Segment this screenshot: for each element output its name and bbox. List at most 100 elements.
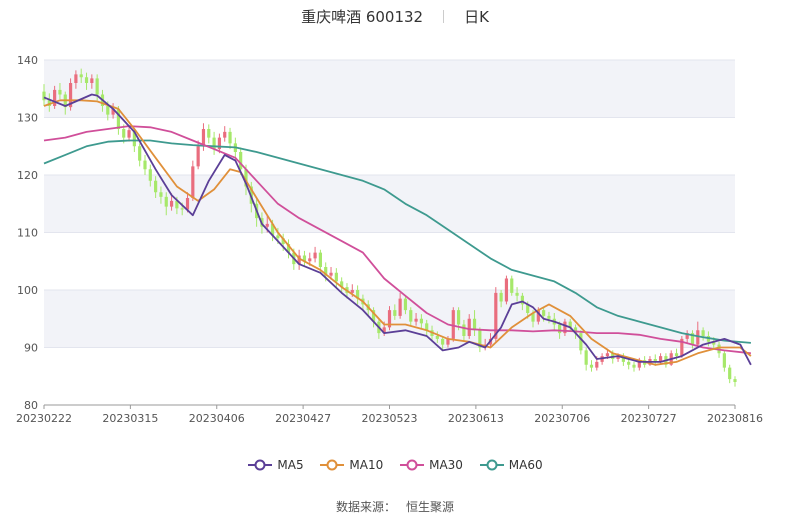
candle-body [175, 200, 179, 209]
candle-body [169, 200, 174, 207]
candle-body [595, 361, 599, 368]
candle-body [573, 327, 578, 334]
candle-body [228, 131, 232, 144]
data-source: 数据来源： 恒生聚源 [0, 498, 790, 515]
candle-body [446, 338, 450, 345]
candle-body [122, 129, 126, 138]
candle-body [531, 313, 535, 322]
candle-body [196, 146, 200, 167]
candle-body [148, 169, 152, 181]
candle-body [547, 315, 551, 319]
ma10-line [43, 99, 752, 366]
ma30-legend-marker [400, 459, 425, 471]
candle-body [143, 160, 147, 170]
title-separator [443, 10, 445, 23]
chart-title: 重庆啤酒 600132 日K [0, 6, 790, 27]
candle-body [393, 310, 397, 316]
candle-body [690, 333, 695, 345]
candle-body [696, 330, 700, 345]
candle-body [387, 310, 392, 328]
y-tick-label: 140 [17, 54, 38, 67]
candle-body [658, 356, 663, 362]
candle-body [324, 267, 328, 276]
legend-item-ma30[interactable]: MA30 [399, 458, 463, 472]
ma60-legend-marker [479, 459, 504, 471]
candle-body [515, 292, 519, 296]
x-tick-label: 20230816 [707, 412, 763, 425]
candle-body [425, 323, 429, 331]
candle-body [53, 89, 57, 106]
candle-body [180, 208, 184, 210]
y-tick-label: 90 [24, 342, 38, 355]
x-tick-label: 20230315 [102, 412, 158, 425]
candle-body [563, 321, 567, 334]
period-label: 日K [464, 8, 489, 26]
candle-body [217, 137, 222, 150]
candle-body [637, 360, 641, 368]
candle-body [302, 255, 307, 262]
candle-body [207, 129, 211, 138]
y-tick-label: 120 [17, 169, 38, 182]
candle-body [244, 169, 248, 187]
source-value: 恒生聚源 [406, 500, 455, 514]
candle-body [536, 310, 540, 322]
candle-body [701, 330, 705, 336]
x-tick-label: 20230222 [16, 412, 72, 425]
candle-body [451, 310, 455, 339]
candle-body [526, 304, 530, 313]
candle-body [116, 108, 121, 129]
legend-item-ma60[interactable]: MA60 [479, 458, 543, 472]
candle-body [568, 321, 572, 328]
candle-body [265, 223, 269, 227]
candle-body [557, 324, 562, 334]
candle-body [340, 281, 344, 288]
candle-body [733, 379, 737, 382]
y-tick-label: 100 [17, 284, 38, 297]
y-tick-label: 80 [24, 399, 38, 412]
candle-body [728, 367, 732, 380]
legend-item-ma5[interactable]: MA5 [247, 458, 304, 472]
candle-body [318, 252, 322, 267]
candle-body [403, 298, 408, 311]
ma5-legend-marker [248, 459, 273, 471]
legend-label-ma5: MA5 [277, 458, 304, 472]
grid-band [44, 175, 735, 233]
legend-item-ma10[interactable]: MA10 [319, 458, 383, 472]
candle-body [308, 258, 312, 262]
candle-body [58, 89, 62, 95]
candle-body [520, 295, 524, 305]
candle-body [435, 336, 439, 339]
candle-body [90, 78, 94, 83]
candle-body [371, 310, 376, 322]
candle-body [616, 356, 620, 359]
candle-body [111, 108, 115, 115]
legend-label-ma10: MA10 [349, 458, 384, 472]
candle-body [494, 292, 498, 339]
candle-body [462, 324, 466, 336]
candle-body [239, 152, 243, 170]
candle-body [350, 290, 354, 293]
candle-body [154, 180, 158, 193]
candle-body [68, 83, 73, 108]
candle-body [313, 252, 317, 259]
x-tick-label: 20230406 [189, 412, 245, 425]
legend-label-ma30: MA30 [429, 458, 463, 472]
candle-body [467, 318, 471, 336]
candle-body [510, 278, 514, 293]
candle-body [270, 223, 275, 236]
candle-body [84, 77, 89, 83]
ma30-line [43, 125, 751, 355]
candle-body [398, 298, 402, 316]
candle-body [621, 356, 625, 362]
candle-body [356, 290, 360, 299]
candle-body [579, 333, 583, 351]
candle-body [127, 130, 131, 138]
candle-body [712, 341, 716, 345]
y-tick-label: 110 [17, 227, 38, 240]
x-tick-label: 20230613 [448, 412, 504, 425]
candle-body [722, 353, 726, 368]
candle-body [286, 244, 291, 253]
candle-body [95, 78, 99, 95]
candle-body [584, 350, 588, 365]
